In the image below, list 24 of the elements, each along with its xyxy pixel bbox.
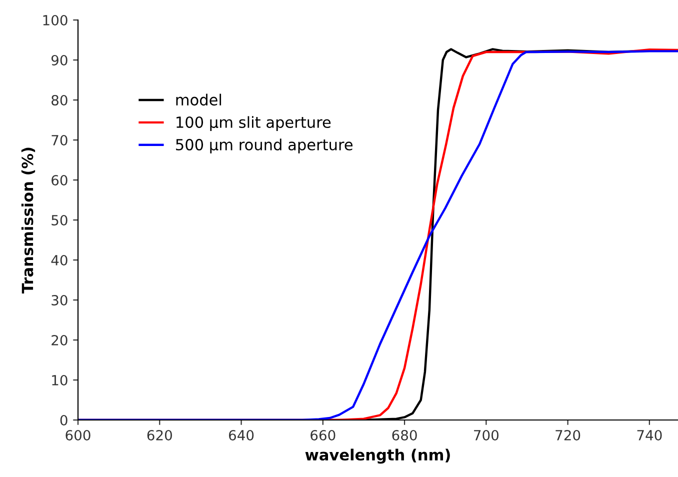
y-tick-label: 20 (52, 334, 68, 346)
y-tick-label: 100 (43, 14, 68, 26)
x-tick-label: 680 (392, 430, 417, 440)
y-tick-label: 40 (51, 254, 68, 266)
x-tick-label: 660 (310, 430, 336, 440)
x-axis-title: wavelength (nm) (305, 448, 450, 464)
y-tick-label: 0 (60, 414, 68, 426)
legend-label: 100 μm slit aperture (176, 116, 331, 131)
y-tick-label: 50 (52, 214, 68, 226)
x-tick-label: 640 (228, 430, 254, 440)
y-axis-title: Transmission (%) (21, 148, 36, 294)
x-tick-label: 720 (556, 430, 580, 440)
y-tick-label: 70 (52, 134, 68, 146)
legend-label: 500 μm round aperture (176, 138, 353, 154)
x-tick-label: 600 (66, 430, 90, 440)
legend-label: model (176, 94, 222, 106)
x-tick-label: 700 (474, 430, 498, 440)
y-tick-label: 80 (52, 94, 68, 106)
y-tick-label: 10 (52, 374, 68, 386)
y-tick-label: 30 (52, 294, 68, 306)
x-tick-label: 740 (637, 430, 662, 440)
x-tick-label: 620 (147, 430, 172, 440)
y-tick-label: 90 (51, 54, 68, 66)
y-tick-label: 60 (52, 174, 68, 186)
